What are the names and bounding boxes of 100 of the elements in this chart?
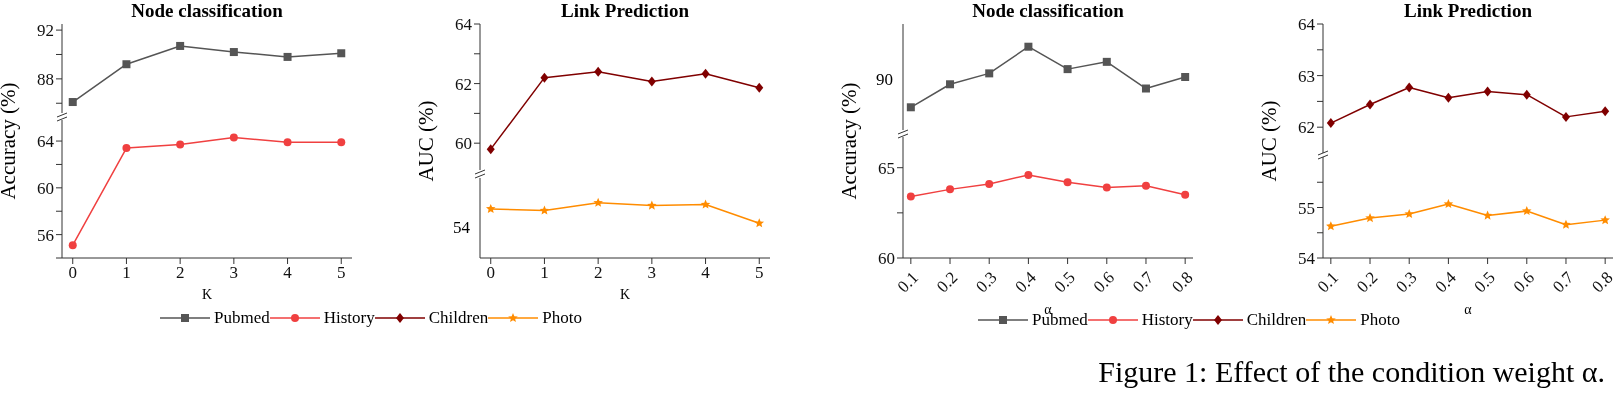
point bbox=[1365, 213, 1375, 223]
point bbox=[647, 200, 657, 210]
legend-label: Pubmed bbox=[214, 308, 270, 328]
point bbox=[700, 199, 711, 209]
y-tick-label: 64 bbox=[1298, 15, 1316, 35]
chart-title: Node classification bbox=[971, 0, 1125, 22]
point bbox=[1102, 183, 1111, 192]
y-tick-label: 88 bbox=[37, 69, 54, 89]
x-tick-label: 0.3 bbox=[972, 267, 1001, 297]
y-tick-label: 64 bbox=[37, 132, 55, 152]
x-axis-title: α bbox=[1464, 302, 1472, 317]
x-axis-title: K bbox=[618, 287, 632, 303]
x-tick-label: 0.5 bbox=[1470, 267, 1499, 297]
point bbox=[754, 218, 765, 228]
point bbox=[1366, 99, 1375, 110]
point bbox=[283, 138, 292, 147]
point bbox=[122, 60, 131, 69]
y-tick-label: 60 bbox=[878, 249, 895, 269]
point bbox=[1601, 106, 1610, 117]
point bbox=[1444, 92, 1453, 103]
x-tick-label: 3 bbox=[647, 263, 657, 283]
y-tick-label: 56 bbox=[37, 225, 54, 245]
x-tick-label: 2 bbox=[175, 263, 185, 283]
point bbox=[539, 205, 550, 215]
point bbox=[906, 103, 915, 112]
y-tick-label: 55 bbox=[1298, 198, 1315, 218]
point bbox=[755, 82, 764, 93]
point bbox=[1522, 206, 1532, 216]
legend-label: Photo bbox=[542, 308, 582, 328]
point bbox=[283, 52, 292, 61]
point bbox=[176, 41, 185, 50]
y-tick-label: 65 bbox=[878, 158, 895, 178]
y-tick-label: 64 bbox=[455, 15, 473, 35]
x-tick-label: 0.6 bbox=[1089, 267, 1119, 297]
x-tick-label: 5 bbox=[755, 263, 764, 283]
point bbox=[229, 133, 238, 142]
point bbox=[122, 144, 131, 153]
point bbox=[701, 68, 710, 79]
point bbox=[1181, 73, 1190, 81]
point bbox=[647, 76, 656, 87]
x-tick-label: 0.6 bbox=[1509, 267, 1539, 297]
x-axis-title: α bbox=[1044, 302, 1052, 317]
point bbox=[946, 185, 955, 194]
y-axis-title: AUC (%) bbox=[1257, 99, 1281, 184]
x-tick-label: 0.5 bbox=[1050, 267, 1079, 297]
point bbox=[1443, 198, 1454, 209]
point bbox=[985, 69, 994, 78]
y-tick-label: 92 bbox=[37, 21, 54, 41]
point bbox=[1063, 178, 1072, 187]
point bbox=[1141, 181, 1150, 190]
x-tick-label: 0.4 bbox=[1431, 267, 1461, 297]
x-tick-label: 4 bbox=[283, 263, 293, 283]
point bbox=[1063, 65, 1072, 74]
point bbox=[540, 72, 549, 83]
x-tick-label: 4 bbox=[701, 263, 711, 283]
y-axis-title: AUC (%) bbox=[414, 99, 438, 184]
y-axis-title: Accuracy (%) bbox=[0, 81, 20, 202]
x-tick-label: 0.3 bbox=[1392, 267, 1421, 297]
point bbox=[1482, 210, 1493, 220]
point bbox=[1024, 42, 1033, 51]
point bbox=[1561, 219, 1571, 229]
legend-label: Children bbox=[428, 308, 489, 328]
x-tick-label: 0 bbox=[68, 263, 77, 283]
x-tick-label: 0.1 bbox=[1313, 267, 1343, 297]
point bbox=[486, 144, 495, 155]
legend-label: Photo bbox=[1360, 310, 1400, 330]
y-tick-label: 62 bbox=[455, 74, 472, 94]
y-tick-label: 54 bbox=[1298, 249, 1316, 269]
point bbox=[1600, 215, 1610, 225]
point bbox=[1141, 84, 1150, 93]
legend-label: History bbox=[1141, 310, 1193, 330]
chart-title: Link Prediction bbox=[1403, 0, 1533, 22]
point bbox=[68, 241, 77, 250]
x-tick-label: 0.2 bbox=[1352, 267, 1382, 297]
point bbox=[1404, 209, 1414, 219]
y-tick-label: 62 bbox=[1298, 118, 1315, 138]
point bbox=[485, 203, 496, 213]
y-tick-label: 63 bbox=[1298, 66, 1315, 86]
x-tick-label: 3 bbox=[229, 263, 239, 283]
point bbox=[337, 138, 346, 147]
y-tick-label: 60 bbox=[37, 178, 54, 198]
x-tick-label: 0.1 bbox=[893, 267, 923, 297]
point bbox=[1561, 111, 1570, 122]
point bbox=[1024, 170, 1033, 179]
annotation: 90 bbox=[875, 69, 893, 90]
point bbox=[68, 98, 77, 107]
point bbox=[1522, 89, 1531, 100]
point bbox=[176, 140, 185, 149]
x-tick-label: 0 bbox=[486, 263, 495, 283]
point bbox=[229, 48, 238, 57]
point bbox=[946, 80, 955, 89]
caption: Figure 1: Effect of the condition weight α. bbox=[1098, 355, 1605, 389]
x-tick-label: 0.2 bbox=[932, 267, 962, 297]
point bbox=[1102, 57, 1111, 66]
point bbox=[1181, 190, 1190, 199]
x-tick-label: 0.8 bbox=[1168, 267, 1197, 297]
chart-title: Link Prediction bbox=[560, 0, 690, 22]
point bbox=[1483, 86, 1492, 97]
point bbox=[594, 66, 603, 77]
point bbox=[1405, 82, 1414, 93]
